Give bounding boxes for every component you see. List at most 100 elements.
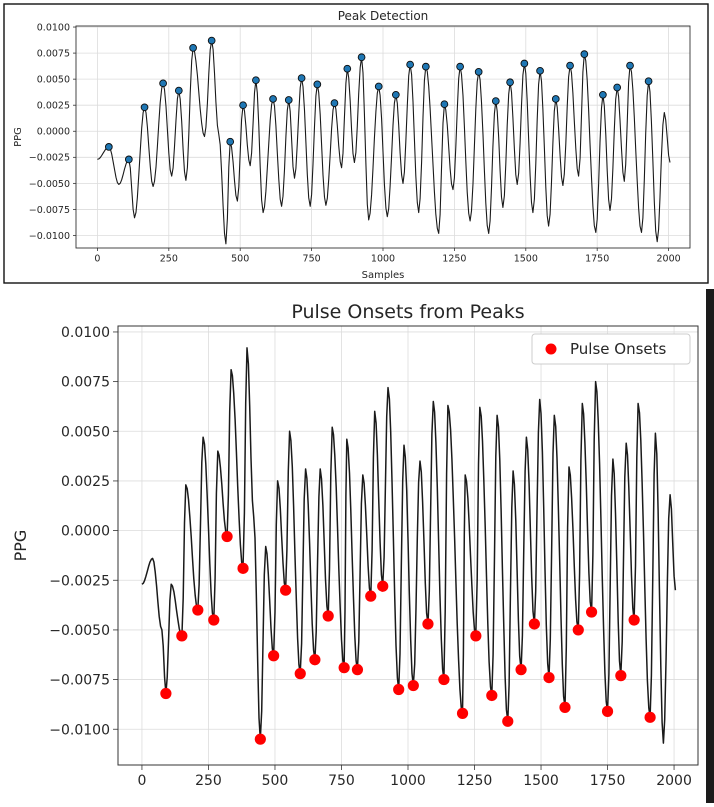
peak-marker [406, 60, 414, 69]
peak-marker [140, 103, 149, 112]
peak-marker [520, 59, 529, 68]
x-tick-label: 250 [160, 254, 178, 265]
pulse-onset-marker [543, 671, 555, 684]
peak-marker [357, 53, 366, 62]
x-tick-label: 750 [303, 254, 321, 265]
peak-marker [551, 95, 560, 103]
x-tick-label: 1250 [457, 773, 493, 789]
peak-marker [580, 50, 589, 58]
x-tick-label: 500 [262, 773, 289, 789]
peak-marker [104, 143, 113, 151]
pulse-onset-marker [407, 679, 419, 692]
peak-marker [313, 80, 322, 89]
pulse-onset-marker [221, 530, 233, 543]
peak-marker [491, 97, 500, 105]
x-tick-label: 1750 [585, 254, 609, 265]
pulse-onset-marker [237, 562, 249, 574]
y-tick-label: 0.0000 [61, 524, 110, 540]
y-tick-label: 0.0025 [61, 474, 110, 490]
peak-marker [599, 90, 607, 99]
y-axis-label: PPG [11, 530, 30, 562]
peak-marker [506, 78, 514, 87]
peak-marker [536, 66, 544, 75]
legend-label: Pulse Onsets [570, 340, 667, 358]
y-tick-label: 0.0025 [37, 101, 70, 112]
pulse-onset-marker [515, 664, 527, 676]
peak-marker [626, 61, 634, 70]
peak-detection-panel: 0 250 500 750 1000 1250 1500 1750 2000 −0.0100 −0.… [0, 0, 714, 289]
window-edge [706, 289, 714, 803]
x-tick-label: 2000 [656, 773, 692, 789]
pulse-onset-marker [615, 670, 627, 682]
x-tick-label: 1000 [390, 773, 426, 789]
pulse-onset-marker [502, 715, 514, 727]
y-tick-label: 0.0075 [61, 375, 110, 391]
pulse-onsets-chart: 0 250 500 750 1000 1250 1500 1750 2000 −0.0100 −0.… [11, 289, 714, 803]
y-tick-label: −0.0100 [49, 722, 110, 738]
peak-marker [613, 83, 622, 92]
peak-marker [330, 99, 339, 107]
y-tick-label: −0.0100 [29, 231, 70, 242]
x-tick-label: 500 [231, 254, 249, 265]
y-tick-label: −0.0025 [49, 573, 110, 589]
peak-marker [239, 101, 247, 110]
peak-marker [374, 82, 383, 91]
pulse-onset-marker [438, 673, 450, 686]
peak-marker [392, 90, 400, 99]
chart-title: Peak Detection [338, 9, 429, 23]
ppg-signal-line [141, 347, 677, 744]
pulse-onset-marker [254, 733, 266, 745]
peak-detection-chart: 0 250 500 750 1000 1250 1500 1750 2000 −0.0100 −0.… [3, 3, 709, 284]
y-tick-label: 0.0100 [61, 325, 110, 341]
pulse-onset-marker [585, 606, 598, 618]
y-tick-label: −0.0050 [29, 179, 70, 190]
y-tick-label: −0.0075 [29, 205, 70, 216]
y-tick-label: −0.0050 [49, 623, 110, 639]
peak-marker [474, 68, 483, 76]
pulse-onset-marker [559, 701, 571, 713]
x-tick-label: 750 [328, 773, 355, 789]
peak-marker [159, 79, 167, 88]
peak-marker [284, 96, 293, 104]
pulse-onset-marker [628, 614, 640, 626]
peak-marker [189, 44, 197, 52]
pulse-onset-marker [393, 683, 405, 696]
pulse-onset-marker [192, 604, 204, 616]
x-tick-label: 1500 [514, 254, 538, 265]
ppg-signal-line [97, 40, 671, 245]
pulse-onset-marker [268, 650, 280, 662]
peak-marker [566, 61, 574, 70]
pulse-onset-marker [294, 668, 306, 680]
peak-marker [297, 74, 306, 82]
x-tick-label: 1750 [590, 773, 626, 789]
y-tick-label: −0.0025 [29, 153, 70, 164]
pulse-onset-marker [160, 687, 172, 700]
pulse-onset-marker [601, 705, 614, 717]
pulse-onset-marker [280, 584, 292, 596]
y-tick-label: −0.0075 [49, 673, 110, 689]
peak-marker [269, 95, 277, 103]
chart-title: Pulse Onsets from Peaks [291, 301, 524, 323]
pulse-onset-marker [309, 654, 321, 666]
peak-marker [343, 64, 352, 73]
y-axis-label: PPG [13, 127, 24, 147]
peak-marker [252, 76, 260, 85]
legend-box [531, 333, 691, 365]
y-tick-label: 0.0050 [61, 424, 110, 440]
y-tick-label: 0.0000 [37, 127, 70, 138]
x-tick-label: 1000 [371, 254, 395, 265]
pulse-onset-marker [377, 580, 389, 592]
y-tick-label: 0.0050 [37, 75, 70, 86]
pulse-onset-marker [422, 618, 434, 630]
y-tick-label: 0.0075 [37, 49, 70, 60]
legend-marker [545, 343, 557, 355]
x-tick-label: 2000 [656, 254, 680, 265]
pulse-onset-marker [322, 610, 334, 622]
pulse-onsets-panel: 0 250 500 750 1000 1250 1500 1750 2000 −0.0100 −0.… [0, 289, 714, 803]
pulse-onset-marker [470, 630, 482, 642]
x-tick-label: 0 [94, 254, 100, 265]
x-tick-label: 1500 [523, 773, 559, 789]
legend: Pulse Onsets [531, 333, 691, 365]
y-tick-label: 0.0100 [37, 22, 70, 33]
pulse-onset-marker [176, 630, 188, 642]
